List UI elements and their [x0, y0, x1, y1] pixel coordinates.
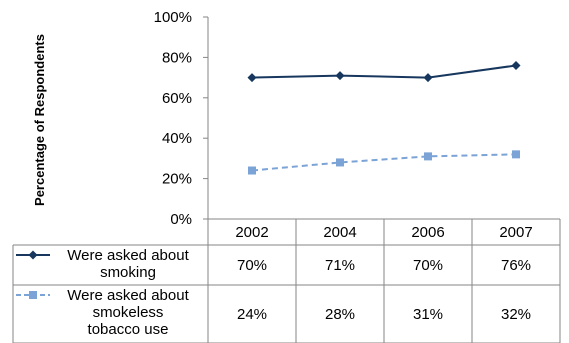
x-category-label: 2006 [411, 224, 444, 241]
data-value-label: 32% [501, 306, 531, 323]
y-tick-label: 100% [154, 9, 192, 26]
series-1 [247, 60, 521, 83]
series-line [251, 153, 517, 172]
data-value-label: 28% [325, 306, 355, 323]
data-point-marker [29, 291, 37, 299]
data-value-label: 31% [413, 306, 443, 323]
legend-label-line: Were asked about [67, 287, 189, 304]
y-tick-label: 20% [162, 171, 192, 188]
data-point-marker [336, 158, 344, 167]
data-point-marker [424, 152, 432, 161]
y-tick-labels: 0% 20% 40% 60% 80% 100% [154, 9, 192, 228]
data-value-label: 71% [325, 257, 355, 274]
series-layer [247, 60, 521, 175]
data-point-marker [28, 250, 38, 260]
y-tick-label: 80% [162, 49, 192, 66]
data-point-marker [248, 166, 256, 175]
series-line [251, 64, 517, 79]
data-value-label: 70% [237, 257, 267, 274]
data-value-label: 70% [413, 257, 443, 274]
y-axis-label: Percentage of Respondents [32, 34, 47, 206]
x-category-label: 2002 [235, 224, 268, 241]
y-tick-label: 0% [170, 211, 192, 228]
data-value-label: 76% [501, 257, 531, 274]
x-category-label: 2007 [499, 224, 532, 241]
data-point-marker [511, 60, 521, 70]
data-point-marker [247, 73, 257, 83]
axes [203, 16, 209, 220]
data-point-marker [512, 150, 520, 159]
data-point-marker [335, 71, 345, 81]
legend-label-line: tobacco use [88, 321, 169, 338]
series-2 [248, 150, 520, 175]
data-point-marker [423, 73, 433, 83]
data-value-label: 24% [237, 306, 267, 323]
legend-label-line: smoking [100, 264, 156, 281]
y-tick-label: 60% [162, 90, 192, 107]
legend-label-line: smokeless [93, 304, 164, 321]
y-tick-label: 40% [162, 130, 192, 147]
x-category-label: 2004 [323, 224, 356, 241]
legend-label-line: Were asked about [67, 247, 189, 264]
